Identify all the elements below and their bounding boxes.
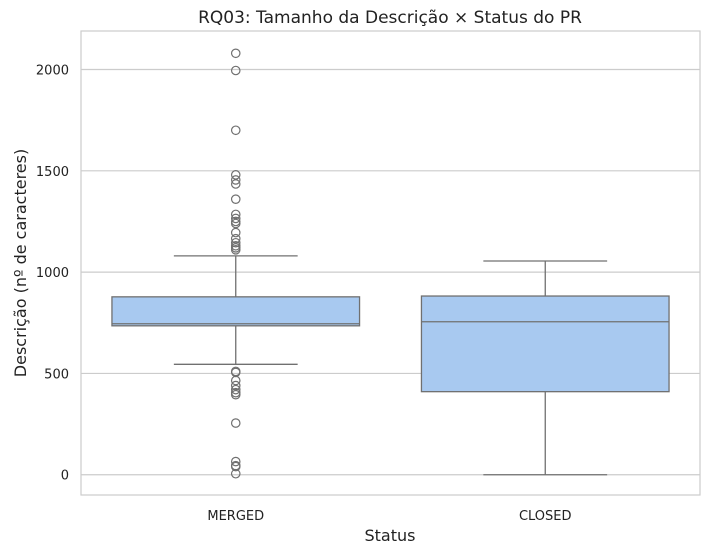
outlier-point [230, 175, 241, 185]
outlier-point [230, 243, 241, 253]
x-axis-label: Status [365, 526, 416, 545]
outlier-point [230, 125, 241, 136]
grid-lines [81, 68, 700, 476]
outlier-point [230, 380, 241, 391]
y-tick-label: 0 [61, 469, 69, 484]
y-axis-label: Descrição (nº de caracteres) [11, 149, 30, 377]
outlier-point [230, 209, 241, 220]
y-tick-labels: 0 500 1000 1500 2000 [36, 63, 69, 483]
outlier-point [230, 227, 241, 238]
outlier-point [230, 65, 241, 76]
iqr-box [111, 296, 361, 327]
y-tick-label: 500 [44, 367, 69, 382]
outlier-point [230, 389, 241, 400]
outlier-point [230, 461, 241, 472]
outlier-point [230, 245, 241, 255]
x-tick-label: MERGED [207, 509, 264, 524]
outlier-point [230, 194, 241, 204]
y-tick-label: 2000 [36, 63, 69, 78]
box-group-merged [111, 48, 361, 479]
y-tick-label: 1000 [36, 266, 69, 281]
outlier-point [230, 384, 241, 395]
outlier-point [230, 375, 241, 386]
outlier-point [230, 456, 241, 467]
boxes [111, 48, 670, 479]
outlier-point [230, 418, 241, 428]
outlier-point [230, 48, 241, 59]
outlier-point [230, 468, 241, 479]
outlier-point [230, 218, 241, 229]
x-tick-label: CLOSED [519, 509, 572, 524]
outlier-point [230, 170, 241, 180]
chart-title: RQ03: Tamanho da Descrição × Status do P… [198, 8, 582, 28]
outlier-point [230, 213, 241, 224]
box-group-closed [420, 260, 670, 476]
iqr-box [420, 295, 670, 393]
outlier-point [230, 237, 241, 248]
outlier-point [230, 179, 241, 189]
plot-frame [80, 30, 701, 496]
x-tick-labels: MERGED CLOSED [207, 509, 571, 524]
outlier-point [230, 233, 241, 244]
y-tick-label: 1500 [36, 165, 69, 180]
